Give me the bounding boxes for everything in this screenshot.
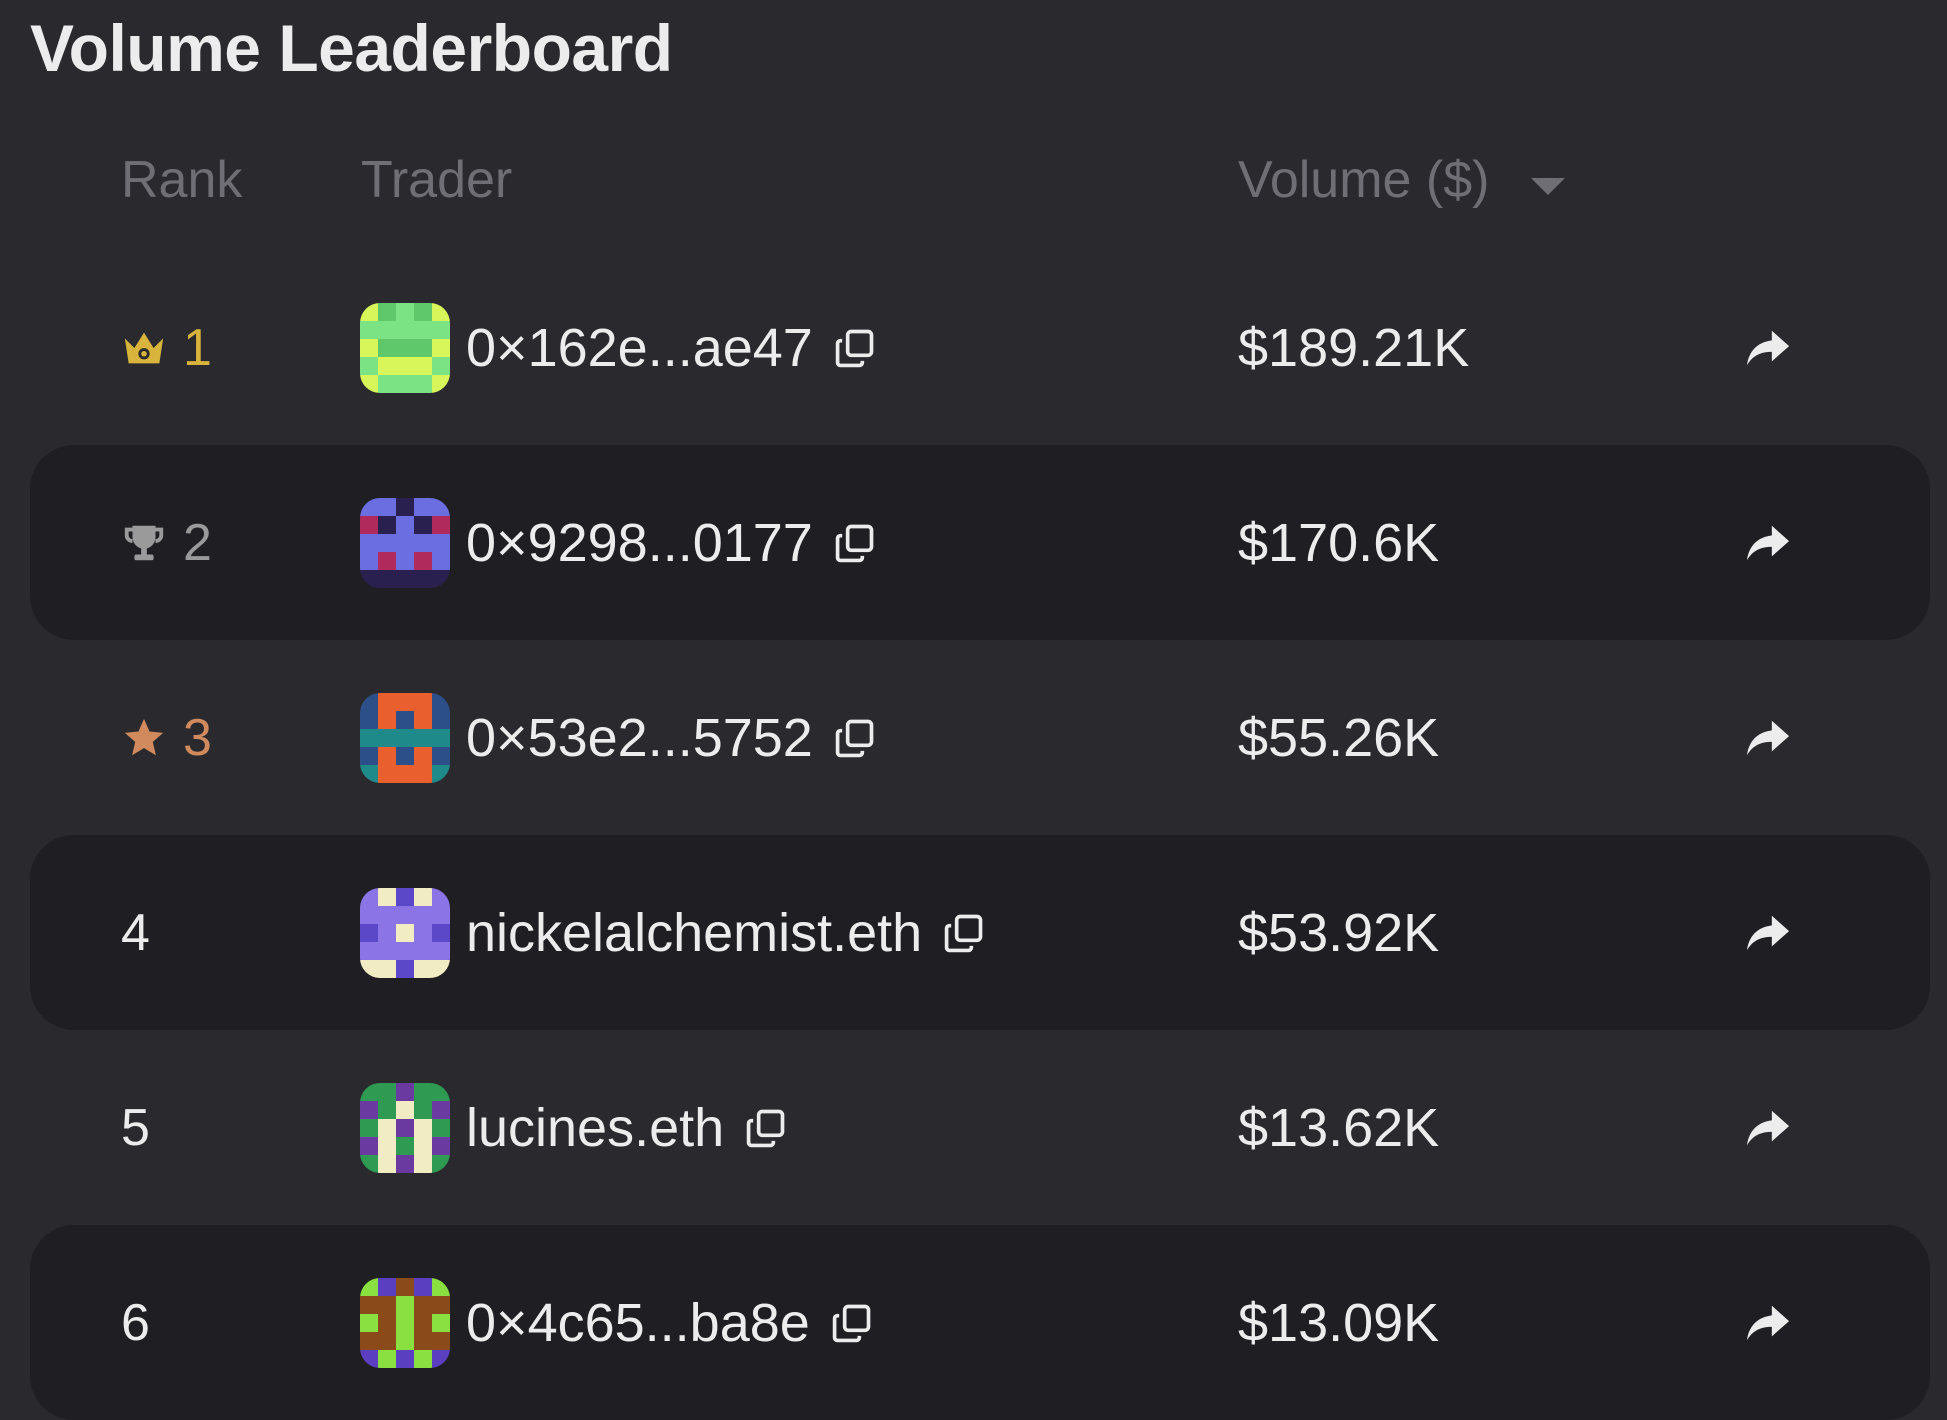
- trophy-icon: [124, 525, 164, 560]
- share-button[interactable]: [1745, 640, 1791, 835]
- trader-avatar[interactable]: [360, 692, 450, 783]
- trader-address[interactable]: nickelalchemist.eth: [466, 902, 923, 963]
- volume-value: $53.92K: [1238, 902, 1440, 963]
- rank-number: 1: [183, 318, 212, 377]
- table-row[interactable]: 1 0×162e...ae47 $189.21K: [30, 250, 1930, 445]
- column-header-trader: Trader: [361, 151, 513, 209]
- table-row[interactable]: 4 nickelalchemist.eth $53.92K: [30, 835, 1930, 1030]
- share-icon: [1746, 1305, 1790, 1340]
- trader-cell: 0×53e2...5752: [360, 640, 877, 835]
- share-button[interactable]: [1745, 445, 1791, 640]
- trader-avatar[interactable]: [360, 1082, 450, 1173]
- column-header-volume-label: Volume ($): [1238, 151, 1490, 209]
- rank-number: 5: [121, 1098, 150, 1157]
- rank-cell: 3: [121, 640, 212, 835]
- sort-caret-down-icon[interactable]: [1531, 177, 1566, 195]
- share-icon: [1746, 525, 1790, 560]
- table-row[interactable]: 3 0×53e2...5752 $55.26K: [30, 640, 1930, 835]
- trader-avatar[interactable]: [360, 887, 450, 978]
- copy-icon[interactable]: [833, 716, 877, 760]
- trader-cell: nickelalchemist.eth: [360, 835, 986, 1030]
- trader-address[interactable]: 0×4c65...ba8e: [466, 1292, 810, 1353]
- trader-address[interactable]: lucines.eth: [466, 1097, 725, 1158]
- rank-number: 3: [183, 708, 212, 767]
- star-icon: [124, 718, 164, 755]
- volume-value: $13.09K: [1238, 1292, 1440, 1353]
- rank-cell: 1: [121, 250, 212, 445]
- copy-icon[interactable]: [830, 1301, 874, 1345]
- copy-icon[interactable]: [833, 521, 877, 565]
- share-icon: [1746, 330, 1790, 365]
- volume-value: $55.26K: [1238, 707, 1440, 768]
- trader-cell: 0×162e...ae47: [360, 250, 877, 445]
- trader-avatar[interactable]: [360, 1277, 450, 1368]
- share-icon: [1746, 915, 1790, 950]
- copy-icon[interactable]: [942, 911, 986, 955]
- table-row[interactable]: 5 lucines.eth $13.62K: [30, 1030, 1930, 1225]
- share-button[interactable]: [1745, 835, 1791, 1030]
- column-header-volume[interactable]: Volume ($): [1238, 150, 1566, 210]
- share-button[interactable]: [1745, 1030, 1791, 1225]
- volume-value: $170.6K: [1238, 512, 1440, 573]
- table-header: Rank Trader Volume ($): [30, 140, 1930, 228]
- share-button[interactable]: [1745, 250, 1791, 445]
- crown-icon: [124, 332, 164, 363]
- rank-cell: 2: [121, 445, 212, 640]
- column-header-rank: Rank: [121, 151, 243, 209]
- rank-cell: 4: [121, 835, 150, 1030]
- rank-number: 6: [121, 1293, 150, 1352]
- share-button[interactable]: [1745, 1225, 1791, 1420]
- trader-avatar[interactable]: [360, 497, 450, 588]
- trader-address[interactable]: 0×53e2...5752: [466, 707, 813, 768]
- rank-number: 2: [183, 513, 212, 572]
- volume-value: $13.62K: [1238, 1097, 1440, 1158]
- page-title: Volume Leaderboard: [30, 11, 673, 85]
- copy-icon[interactable]: [833, 326, 877, 370]
- trader-avatar[interactable]: [360, 302, 450, 393]
- share-icon: [1746, 720, 1790, 755]
- copy-icon[interactable]: [744, 1106, 788, 1150]
- trader-cell: 0×4c65...ba8e: [360, 1225, 874, 1420]
- rank-cell: 5: [121, 1030, 150, 1225]
- trader-cell: 0×9298...0177: [360, 445, 877, 640]
- volume-value: $189.21K: [1238, 317, 1470, 378]
- leaderboard-table: 1 0×162e...ae47 $189.21K: [30, 250, 1930, 1420]
- trader-address[interactable]: 0×9298...0177: [466, 512, 813, 573]
- trader-cell: lucines.eth: [360, 1030, 788, 1225]
- rank-number: 4: [121, 903, 150, 962]
- table-row[interactable]: 6 0×4c65...ba8e $13.09K: [30, 1225, 1930, 1420]
- table-row[interactable]: 2 0×9298...0177 $170.6K: [30, 445, 1930, 640]
- rank-cell: 6: [121, 1225, 150, 1420]
- share-icon: [1746, 1110, 1790, 1145]
- trader-address[interactable]: 0×162e...ae47: [466, 317, 813, 378]
